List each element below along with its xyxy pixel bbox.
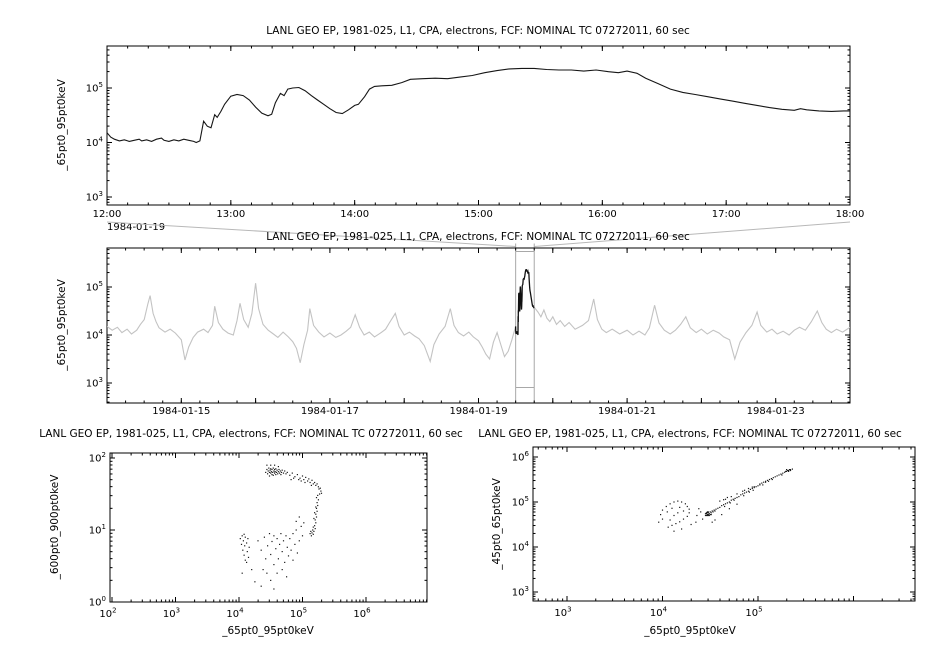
context-panel-title: LANL GEO EP, 1981-025, L1, CPA, electron… — [266, 231, 690, 243]
svg-text:103: 103 — [554, 606, 571, 620]
zoom-connectors — [106, 221, 851, 403]
svg-text:103: 103 — [512, 585, 529, 599]
svg-text:104: 104 — [86, 328, 104, 342]
top-panel: 103 104 105 12:00 13:00 14:00 15:00 16:00 17:00 1… — [86, 45, 865, 233]
scatter2-ylabel: _45pt0_65pt0keV — [491, 478, 503, 570]
svg-text:1984-01-21: 1984-01-21 — [598, 406, 656, 417]
svg-text:15:00: 15:00 — [464, 209, 493, 220]
svg-text:101: 101 — [89, 523, 106, 537]
svg-text:14:00: 14:00 — [340, 209, 369, 220]
svg-text:105: 105 — [86, 280, 103, 294]
svg-text:1984-01-23: 1984-01-23 — [747, 406, 805, 417]
svg-text:105: 105 — [290, 607, 307, 621]
svg-text:13:00: 13:00 — [216, 209, 245, 220]
scatter1-plot-area[interactable] — [110, 453, 427, 602]
svg-text:1984-01-17: 1984-01-17 — [301, 406, 359, 417]
scatter2-panel-points — [658, 468, 793, 532]
svg-text:1984-01-19: 1984-01-19 — [107, 222, 165, 233]
svg-text:103: 103 — [163, 607, 180, 621]
context-panel: 103 104 105 1984-01-15 1984-01-17 1984-01-19 1… — [86, 247, 851, 417]
svg-text:100: 100 — [89, 595, 106, 609]
scatter1-xlabel: _65pt0_95pt0keV — [222, 625, 314, 637]
scatter2-title: LANL GEO EP, 1981-025, L1, CPA, electron… — [478, 428, 902, 440]
svg-text:105: 105 — [512, 495, 529, 509]
context-selection-box[interactable] — [515, 243, 535, 403]
svg-text:106: 106 — [353, 607, 371, 621]
svg-text:104: 104 — [512, 540, 530, 554]
svg-text:106: 106 — [512, 450, 530, 464]
svg-text:104: 104 — [86, 136, 104, 150]
svg-text:104: 104 — [226, 607, 244, 621]
svg-text:103: 103 — [86, 190, 103, 204]
svg-text:105: 105 — [86, 81, 103, 95]
top-panel-ylabel: _65pt0_95pt0keV — [56, 79, 68, 171]
svg-text:17:00: 17:00 — [712, 209, 741, 220]
top-plot-area[interactable] — [107, 46, 850, 205]
svg-text:105: 105 — [745, 606, 762, 620]
scatter1-ylabel: _600pt0_900pt0keV — [49, 474, 61, 580]
svg-text:102: 102 — [89, 451, 106, 465]
scatter1-title: LANL GEO EP, 1981-025, L1, CPA, electron… — [39, 428, 463, 440]
scatter2-xlabel: _65pt0_95pt0keV — [644, 625, 736, 637]
svg-text:102: 102 — [99, 607, 116, 621]
svg-text:16:00: 16:00 — [588, 209, 617, 220]
svg-text:12:00: 12:00 — [93, 209, 122, 220]
scatter1-panel: 100 101 102 102 103 104 105 106 — [89, 451, 428, 621]
context-plot-area[interactable] — [107, 248, 850, 403]
scatter2-panel: 103 104 105 106 103 104 105 — [512, 446, 916, 620]
scatter1-panel-points — [239, 464, 323, 590]
scatter2-plot-area[interactable] — [533, 447, 915, 601]
svg-text:1984-01-15: 1984-01-15 — [152, 406, 210, 417]
context-panel-ylabel: _65pt0_95pt0keV — [56, 279, 68, 371]
svg-text:18:00: 18:00 — [836, 209, 865, 220]
top-panel-title: LANL GEO EP, 1981-025, L1, CPA, electron… — [266, 25, 690, 37]
svg-text:104: 104 — [650, 606, 668, 620]
svg-text:103: 103 — [86, 376, 103, 390]
svg-text:1984-01-19: 1984-01-19 — [449, 406, 507, 417]
